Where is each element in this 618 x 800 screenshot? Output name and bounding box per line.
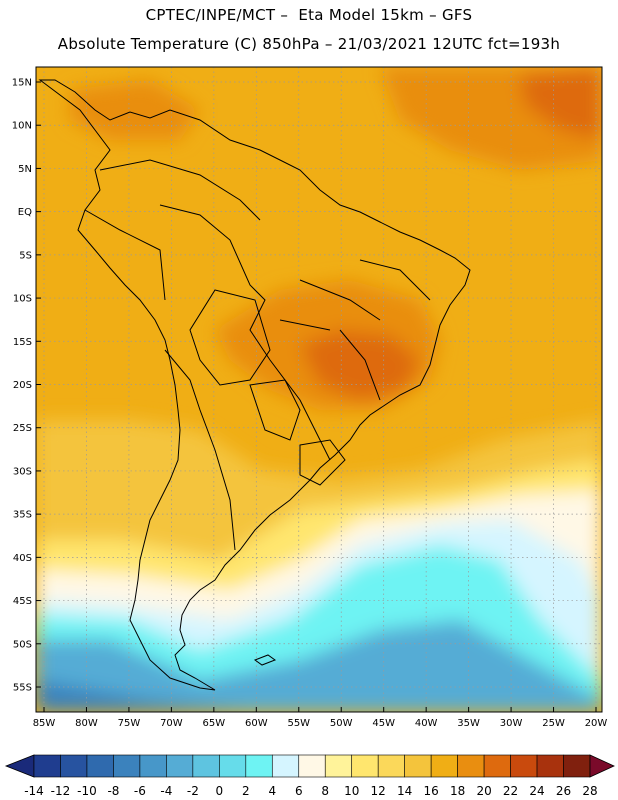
colorbar-swatch	[537, 755, 563, 777]
lon-tick-label: 25W	[542, 718, 565, 729]
lat-tick-label: 5N	[18, 164, 32, 175]
lon-tick-label: 55W	[287, 718, 310, 729]
colorbar-swatch	[246, 755, 272, 777]
lat-tick-label: 55S	[13, 683, 32, 694]
colorbar-label: -8	[107, 784, 119, 798]
colorbar-label: 16	[424, 784, 439, 798]
colorbar-label: 22	[503, 784, 518, 798]
colorbar-label: 14	[397, 784, 412, 798]
colorbar-swatch	[87, 755, 113, 777]
colorbar-swatch	[299, 755, 325, 777]
colorbar-label: 6	[295, 784, 303, 798]
lat-tick-label: 25S	[13, 423, 32, 434]
lat-tick-label: 10S	[13, 294, 32, 305]
lon-tick-label: 20W	[585, 718, 608, 729]
lat-tick-label: EQ	[18, 207, 32, 218]
lat-tick-label: 30S	[13, 466, 32, 477]
colorbar-swatch	[272, 755, 298, 777]
lon-tick-label: 80W	[75, 718, 98, 729]
lon-tick-label: 85W	[33, 718, 56, 729]
colorbar-label: -12	[51, 784, 71, 798]
colorbar-label: 28	[582, 784, 597, 798]
lat-tick-label: 15N	[12, 78, 32, 89]
colorbar-swatch	[219, 755, 245, 777]
lat-tick-label: 10N	[12, 121, 32, 132]
lon-tick-label: 50W	[330, 718, 353, 729]
lat-tick-label: 45S	[13, 596, 32, 607]
lon-tick-label: 75W	[118, 718, 141, 729]
colorbar-label: 10	[344, 784, 359, 798]
colorbar-swatch	[405, 755, 431, 777]
lat-tick-label: 40S	[13, 553, 32, 564]
colorbar-swatch	[193, 755, 219, 777]
colorbar-swatch	[352, 755, 378, 777]
colorbar-label: 26	[556, 784, 571, 798]
colorbar-label: 18	[450, 784, 465, 798]
lon-tick-label: 45W	[372, 718, 395, 729]
colorbar-right-arrow	[590, 755, 614, 777]
lon-tick-label: 40W	[415, 718, 438, 729]
colorbar-label: 2	[242, 784, 250, 798]
colorbar-swatch	[325, 755, 351, 777]
lon-tick-label: 35W	[457, 718, 480, 729]
lon-tick-label: 30W	[500, 718, 523, 729]
lat-tick-label: 50S	[13, 639, 32, 650]
colorbar-left-arrow	[6, 755, 34, 777]
colorbar-label: 8	[321, 784, 329, 798]
colorbar-swatch	[458, 755, 484, 777]
colorbar-label: 20	[476, 784, 491, 798]
lat-tick-label: 35S	[13, 510, 32, 521]
temperature-map: 15N 10N 5N EQ 5S 10S 15S 20S 25S 30S 35S 40S 45S 50S 5…	[0, 0, 618, 800]
lat-tick-label: 20S	[13, 380, 32, 391]
lon-tick-label: 70W	[160, 718, 183, 729]
colorbar-swatch	[484, 755, 510, 777]
colorbar-swatch	[34, 755, 60, 777]
temperature-field	[36, 67, 602, 712]
colorbar-swatch	[60, 755, 86, 777]
lon-tick-label: 65W	[203, 718, 226, 729]
colorbar-label: 24	[529, 784, 544, 798]
colorbar-label: 0	[216, 784, 224, 798]
colorbar-swatch	[166, 755, 192, 777]
colorbar-label: -2	[187, 784, 199, 798]
colorbar-label: 12	[371, 784, 386, 798]
colorbar-label: 4	[268, 784, 276, 798]
lat-tick-label: 5S	[19, 250, 32, 261]
colorbar-label: -14	[24, 784, 44, 798]
lat-tick-label: 15S	[13, 337, 32, 348]
colorbar-label: -6	[134, 784, 146, 798]
colorbar-swatch	[378, 755, 404, 777]
colorbar-swatch	[564, 755, 590, 777]
colorbar-swatch	[431, 755, 457, 777]
colorbar: -14 -12 -10 -8 -6 -4 -2 0 2 4 6 8 10 12 14 16 18 20 22 24 26…	[6, 755, 614, 798]
colorbar-swatch	[113, 755, 139, 777]
colorbar-label: -10	[77, 784, 97, 798]
colorbar-label: -4	[160, 784, 172, 798]
colorbar-swatch	[140, 755, 166, 777]
colorbar-swatch	[511, 755, 537, 777]
lon-tick-label: 60W	[245, 718, 268, 729]
